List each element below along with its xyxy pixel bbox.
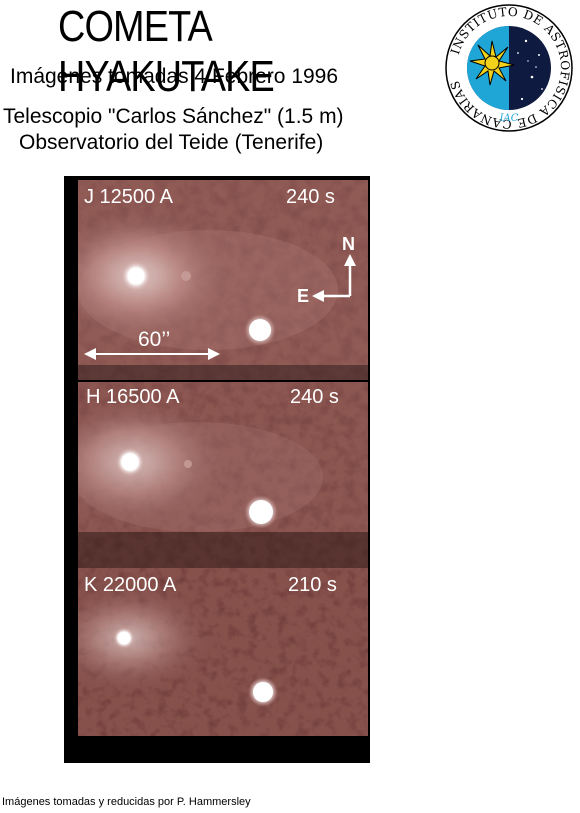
- iac-emblem-icon: INSTITUTO DE ASTROFISICA DE CANARIAS IAC: [445, 4, 573, 132]
- panel-k-band: [78, 568, 368, 736]
- north-label: N: [342, 234, 355, 254]
- east-label: E: [297, 286, 310, 306]
- logo-abbr: IAC: [499, 113, 519, 124]
- observatory-line: Observatorio del Teide (Tenerife): [19, 131, 324, 154]
- comet-image-h: [78, 382, 368, 568]
- sun-icon: [469, 40, 515, 86]
- image-credit: Imágenes tomadas y reducidas por P. Hamm…: [2, 796, 251, 808]
- scale-label: 60’’: [138, 328, 171, 351]
- panel-j-band: [78, 180, 368, 380]
- comet-image-frame: J 12500 A 240 s H 16500 A 240 s K 22000 …: [64, 176, 370, 763]
- panel-j-exposure: 240 s: [286, 186, 335, 208]
- iac-logo: INSTITUTO DE ASTROFISICA DE CANARIAS IAC: [444, 3, 574, 133]
- panel-h-exposure: 240 s: [290, 386, 339, 408]
- comet-image-j: [78, 180, 368, 380]
- panel-k-exposure: 210 s: [288, 574, 337, 596]
- telescope-line: Telescopio "Carlos Sánchez" (1.5 m): [3, 105, 344, 128]
- page-title: COMETA HYAKUTAKE: [58, 2, 275, 101]
- date-subtitle: Imágenes tomadas 4 Febrero 1996: [10, 65, 339, 88]
- comet-image-k: [78, 568, 368, 736]
- panel-j-label: J 12500 A: [84, 186, 173, 208]
- panel-h-band: [78, 382, 368, 568]
- panel-k-label: K 22000 A: [84, 574, 177, 596]
- panel-h-label: H 16500 A: [86, 386, 180, 408]
